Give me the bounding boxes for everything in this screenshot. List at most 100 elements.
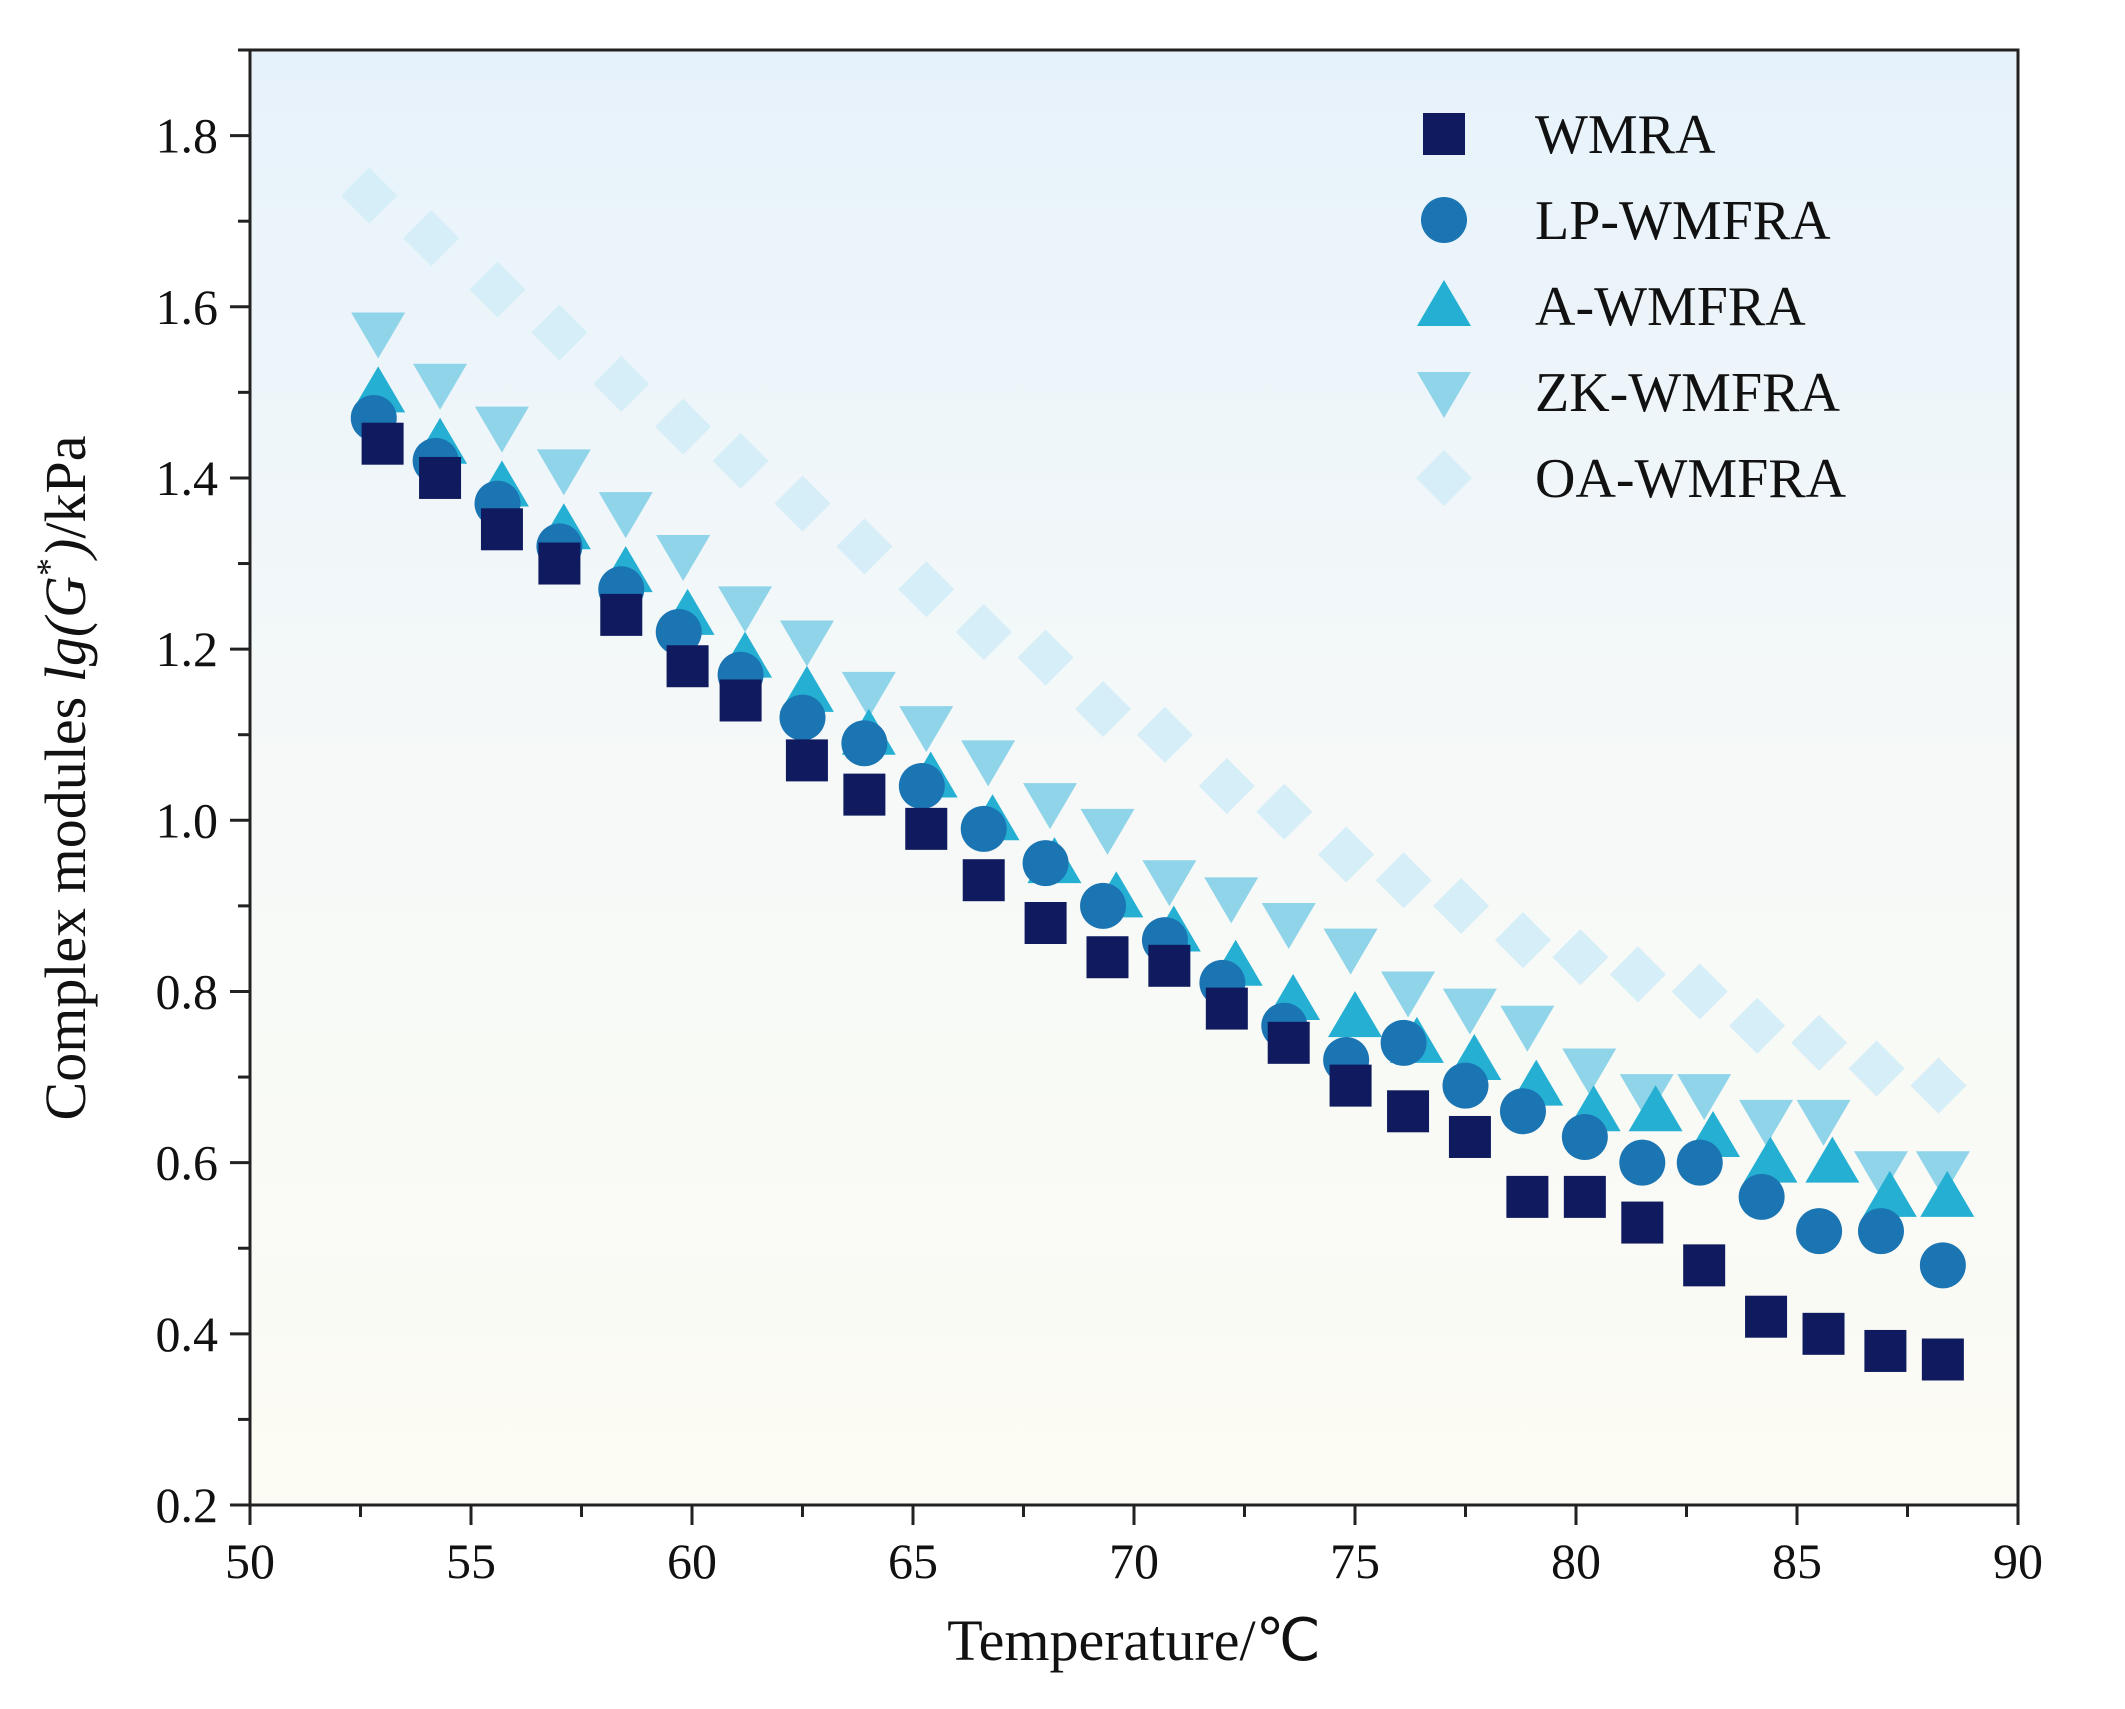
data-point-zk-wmfra bbox=[474, 406, 529, 453]
legend-marker-a-wmfra bbox=[1417, 280, 1471, 326]
data-point-lp-wmfra bbox=[1619, 1139, 1666, 1186]
data-point-oa-wmfra bbox=[593, 355, 650, 412]
legend-marker-lp-wmfra bbox=[1421, 197, 1467, 243]
data-point-lp-wmfra bbox=[841, 720, 888, 767]
data-point-wmra bbox=[1267, 1021, 1310, 1064]
x-axis-title: Temperature/℃ bbox=[947, 1608, 1320, 1673]
data-point-zk-wmfra bbox=[718, 586, 773, 633]
data-point-oa-wmfra bbox=[1552, 929, 1609, 986]
data-point-wmra bbox=[480, 508, 523, 551]
data-point-zk-wmfra bbox=[1261, 903, 1316, 949]
data-point-wmra bbox=[1621, 1201, 1664, 1244]
legend-label-oa-wmfra: OA-WMFRA bbox=[1535, 448, 1847, 510]
series-wmra-points bbox=[361, 422, 1964, 1381]
data-point-lp-wmfra bbox=[655, 609, 702, 655]
data-point-zk-wmfra bbox=[1677, 1074, 1732, 1121]
data-point-oa-wmfra bbox=[712, 432, 769, 489]
data-point-oa-wmfra bbox=[1375, 852, 1432, 909]
x-tick-label: 55 bbox=[446, 1533, 496, 1589]
data-point-lp-wmfra bbox=[1857, 1208, 1904, 1255]
data-point-oa-wmfra bbox=[1729, 997, 1786, 1054]
data-point-oa-wmfra bbox=[1910, 1057, 1967, 1114]
data-point-zk-wmfra bbox=[536, 449, 591, 496]
series-zk-wmfra-points bbox=[351, 312, 1970, 1198]
data-point-oa-wmfra bbox=[469, 261, 526, 318]
data-point-oa-wmfra bbox=[1791, 1014, 1848, 1071]
legend-marker-oa-wmfra bbox=[1416, 450, 1472, 506]
data-point-zk-wmfra bbox=[1739, 1099, 1794, 1146]
data-point-wmra bbox=[1802, 1312, 1845, 1355]
y-axis-title-superscript: * bbox=[29, 558, 69, 576]
plot-area-background bbox=[250, 50, 2018, 1505]
data-point-zk-wmfra bbox=[1381, 971, 1436, 1018]
data-point-lp-wmfra bbox=[1442, 1062, 1489, 1109]
data-point-oa-wmfra bbox=[1136, 706, 1193, 763]
data-point-wmra bbox=[1506, 1175, 1549, 1218]
legend-label-zk-wmfra: ZK-WMFRA bbox=[1535, 362, 1840, 424]
y-tick-label: 0.6 bbox=[156, 1135, 219, 1191]
data-point-zk-wmfra bbox=[1562, 1048, 1617, 1095]
data-point-wmra bbox=[538, 542, 581, 585]
x-tick-label: 80 bbox=[1551, 1533, 1601, 1589]
data-point-oa-wmfra bbox=[1671, 963, 1728, 1020]
data-point-wmra bbox=[1864, 1329, 1907, 1372]
data-point-oa-wmfra bbox=[1609, 946, 1666, 1003]
y-tick-label: 1.0 bbox=[156, 792, 219, 848]
data-point-wmra bbox=[1745, 1295, 1788, 1338]
data-point-wmra bbox=[1148, 944, 1191, 987]
legend-label-lp-wmfra: LP-WMFRA bbox=[1535, 190, 1831, 252]
data-point-a-wmfra bbox=[1920, 1170, 1975, 1217]
data-point-wmra bbox=[1086, 936, 1129, 979]
data-point-wmra bbox=[1205, 987, 1248, 1030]
legend-label-wmra: WMRA bbox=[1535, 104, 1716, 166]
data-markers bbox=[341, 167, 1975, 1381]
data-point-a-wmfra bbox=[1862, 1170, 1917, 1217]
data-point-lp-wmfra bbox=[1080, 882, 1127, 929]
plot-frame bbox=[248, 48, 2020, 1507]
y-tick-label: 0.2 bbox=[156, 1477, 219, 1533]
data-point-zk-wmfra bbox=[1442, 988, 1497, 1035]
legend-marker-wmra bbox=[1423, 113, 1465, 155]
data-point-a-wmfra bbox=[1743, 1136, 1798, 1183]
data-point-lp-wmfra bbox=[1676, 1139, 1723, 1186]
data-point-oa-wmfra bbox=[1075, 681, 1132, 738]
axis-tick-labels: 50 55 60 65 70 75 80 85 90 0.2 0.4 0.6 0.8 1.0 1.2 1.4 1… bbox=[156, 108, 2044, 1589]
data-point-oa-wmfra bbox=[898, 561, 955, 618]
data-point-oa-wmfra bbox=[655, 398, 712, 455]
y-axis-title: Complex modules lg(G*)/kPa bbox=[29, 436, 98, 1121]
data-point-zk-wmfra bbox=[1619, 1074, 1674, 1121]
data-point-wmra bbox=[962, 859, 1005, 902]
data-point-oa-wmfra bbox=[1256, 783, 1313, 840]
x-tick-label: 85 bbox=[1772, 1533, 1822, 1589]
data-point-zk-wmfra bbox=[656, 534, 711, 581]
data-point-zk-wmfra bbox=[1080, 808, 1135, 855]
data-point-zk-wmfra bbox=[961, 740, 1016, 787]
data-point-wmra bbox=[1563, 1175, 1606, 1218]
series-oa-wmfra-points bbox=[341, 167, 1967, 1114]
y-axis-title-prefix: Complex modules bbox=[33, 682, 98, 1120]
data-point-zk-wmfra bbox=[1023, 783, 1078, 830]
data-point-oa-wmfra bbox=[403, 210, 460, 267]
data-point-zk-wmfra bbox=[1796, 1099, 1851, 1146]
data-point-wmra bbox=[361, 422, 404, 465]
x-tick-label: 70 bbox=[1109, 1533, 1159, 1589]
data-point-oa-wmfra bbox=[1318, 826, 1375, 883]
y-axis-title-suffix: /kPa bbox=[33, 436, 98, 539]
x-tick-label: 60 bbox=[667, 1533, 717, 1589]
data-point-lp-wmfra bbox=[1380, 1019, 1427, 1066]
data-point-oa-wmfra bbox=[1017, 629, 1074, 686]
data-point-wmra bbox=[666, 645, 709, 688]
data-point-wmra bbox=[600, 593, 643, 636]
x-tick-label: 90 bbox=[1993, 1533, 2043, 1589]
x-tick-label: 50 bbox=[225, 1533, 275, 1589]
data-point-wmra bbox=[1024, 902, 1067, 944]
data-point-lp-wmfra bbox=[1499, 1088, 1546, 1135]
data-point-oa-wmfra bbox=[341, 167, 398, 224]
data-point-wmra bbox=[419, 456, 462, 499]
data-point-zk-wmfra bbox=[1500, 1005, 1555, 1052]
y-axis-title-italic-close: ) bbox=[33, 539, 98, 561]
data-point-zk-wmfra bbox=[841, 671, 896, 718]
data-point-lp-wmfra bbox=[1796, 1208, 1843, 1255]
data-point-zk-wmfra bbox=[1142, 860, 1197, 907]
